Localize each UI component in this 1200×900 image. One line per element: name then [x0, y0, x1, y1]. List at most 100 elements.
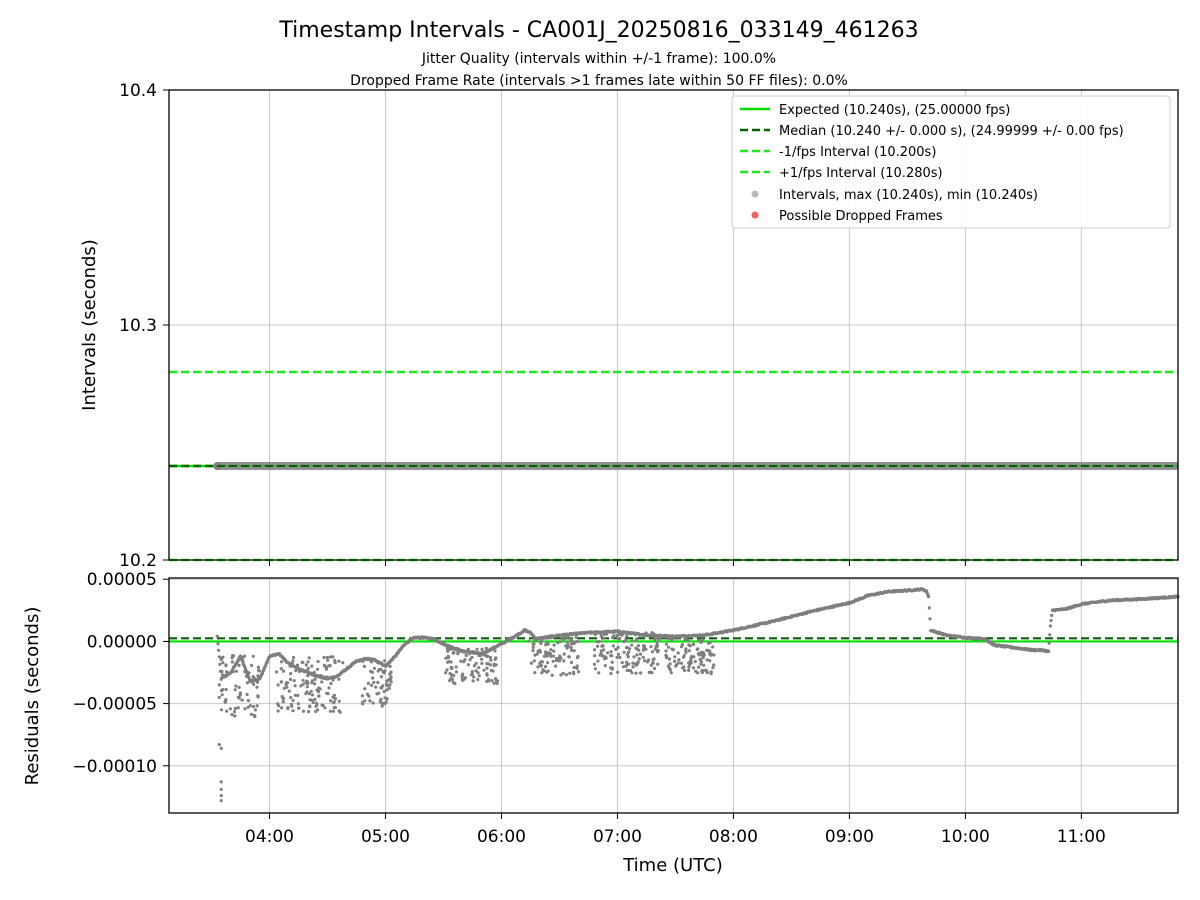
- residual-point: [224, 664, 228, 668]
- residual-point: [602, 636, 606, 640]
- residual-point: [689, 658, 693, 662]
- residual-point: [452, 650, 456, 655]
- residual-point: [305, 690, 309, 694]
- chart-title: Timestamp Intervals - CA001J_20250816_03…: [278, 18, 918, 43]
- residual-point: [705, 648, 709, 653]
- residual-point: [475, 647, 479, 651]
- residual-point: [215, 634, 219, 638]
- residual-point: [228, 707, 232, 711]
- residual-point: [280, 706, 284, 710]
- residual-point: [379, 697, 383, 702]
- legend-plus-fps-label: +1/fps Interval (10.280s): [779, 166, 943, 181]
- legend-expected-label: Expected (10.240s), (25.00000 fps): [779, 103, 1010, 118]
- residual-point: [696, 671, 700, 675]
- residual-point: [292, 679, 296, 683]
- residual-point: [1047, 641, 1051, 645]
- chart-subtitle-jitter: Jitter Quality (intervals within +/-1 fr…: [421, 51, 776, 67]
- residual-point: [684, 648, 688, 653]
- residual-point: [319, 674, 323, 678]
- residual-point: [620, 661, 624, 665]
- residual-point: [217, 648, 221, 652]
- intervals-points: [169, 462, 1178, 470]
- residual-point: [241, 659, 245, 663]
- residual-point: [633, 632, 638, 637]
- residual-point: [305, 669, 309, 673]
- residual-point: [461, 672, 465, 676]
- residual-point: [702, 653, 706, 657]
- legend-median-label: Median (10.240 +/- 0.000 s), (24.99999 +…: [779, 124, 1124, 139]
- residuals-ytick-label-3: −0.00010: [72, 757, 157, 777]
- residual-point: [385, 684, 390, 688]
- residual-point: [388, 683, 392, 687]
- residual-point: [641, 655, 645, 659]
- residual-point: [617, 632, 621, 637]
- residual-point: [219, 657, 223, 662]
- residual-point: [472, 675, 476, 679]
- residual-point: [687, 665, 691, 669]
- residual-point: [558, 659, 562, 663]
- residual-point: [279, 680, 284, 684]
- residual-point: [667, 657, 672, 661]
- residuals-ytick-label-2: −0.00005: [72, 695, 157, 715]
- residual-point: [234, 669, 238, 673]
- residual-point: [220, 673, 225, 677]
- residual-point: [559, 673, 563, 677]
- residual-point: [315, 688, 319, 692]
- residual-point: [332, 693, 336, 698]
- residual-point: [306, 673, 310, 678]
- residual-point: [324, 667, 329, 671]
- residual-point: [369, 669, 373, 674]
- residual-point: [314, 709, 318, 714]
- residual-point: [301, 709, 306, 713]
- residual-point: [599, 649, 603, 653]
- residual-point: [310, 664, 314, 668]
- residual-point: [624, 638, 628, 642]
- residual-point: [248, 704, 252, 708]
- residual-point: [466, 663, 470, 667]
- residual-point: [677, 658, 681, 662]
- residual-point: [691, 666, 696, 670]
- residual-point: [536, 649, 540, 653]
- residual-point: [927, 595, 931, 599]
- residual-point: [626, 668, 631, 673]
- residual-point: [688, 663, 692, 667]
- residual-point: [634, 638, 638, 643]
- residual-point: [599, 634, 604, 638]
- residual-point: [299, 684, 303, 688]
- residual-point: [708, 641, 712, 645]
- residual-point: [252, 713, 256, 717]
- residual-point: [691, 642, 696, 647]
- residual-point: [482, 651, 486, 656]
- residual-point: [540, 660, 545, 664]
- residual-point: [709, 672, 713, 676]
- residuals-ytick-label-0: 0.00005: [87, 570, 157, 590]
- residual-point: [307, 692, 311, 696]
- residual-point: [575, 664, 579, 668]
- residual-point: [641, 632, 646, 637]
- residual-point: [246, 705, 250, 709]
- residual-point: [251, 704, 256, 709]
- residual-point: [626, 655, 630, 659]
- residual-point: [700, 638, 704, 643]
- residual-point: [477, 666, 481, 670]
- residual-point: [556, 641, 560, 645]
- residual-point: [700, 670, 705, 675]
- residual-point: [240, 698, 244, 702]
- residual-point: [572, 665, 576, 670]
- residual-point: [317, 694, 321, 698]
- residual-point: [612, 634, 616, 638]
- residual-point: [332, 700, 336, 704]
- residual-point: [223, 700, 228, 704]
- residual-point: [546, 661, 550, 665]
- residual-point: [568, 671, 572, 676]
- residual-point: [219, 787, 223, 792]
- residual-point: [469, 673, 473, 677]
- residual-point: [628, 647, 632, 651]
- residual-point: [925, 589, 929, 593]
- residual-point: [382, 671, 386, 675]
- residual-point: [634, 671, 638, 675]
- residuals-plot-frame: [168, 577, 1179, 814]
- residual-point: [380, 701, 384, 706]
- residual-point: [552, 635, 557, 639]
- residual-point: [649, 645, 653, 649]
